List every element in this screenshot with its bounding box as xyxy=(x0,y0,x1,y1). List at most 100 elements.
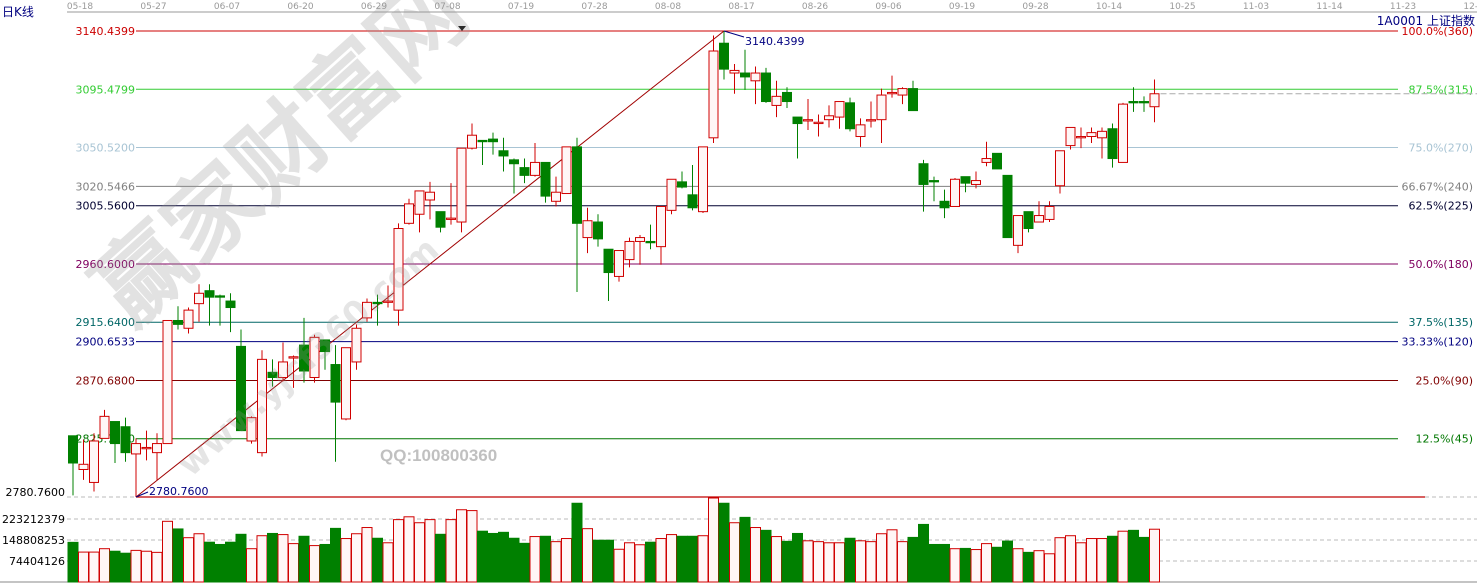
candle-body xyxy=(971,180,981,185)
candle-body xyxy=(267,371,278,378)
price-bottom-label: 2780.7600 xyxy=(6,486,66,499)
volume-bar xyxy=(823,542,835,583)
candle xyxy=(267,359,278,387)
candle-body xyxy=(960,176,971,184)
volume-bar xyxy=(88,551,100,583)
volume-bar xyxy=(561,538,572,583)
candle-body xyxy=(635,237,645,242)
candle xyxy=(866,101,876,128)
candle-body xyxy=(131,443,141,455)
volume-bar xyxy=(372,537,383,583)
volume-bar xyxy=(781,540,793,583)
candle xyxy=(992,152,1002,170)
candle-body xyxy=(236,345,246,432)
candle-body xyxy=(257,358,267,454)
volume-bar xyxy=(907,536,919,583)
volume-bar xyxy=(991,546,1003,583)
candle xyxy=(1107,123,1118,168)
candle-body xyxy=(1044,205,1055,220)
volume-bar xyxy=(729,522,740,583)
candle-body xyxy=(341,347,351,420)
volume-bar xyxy=(1002,540,1013,583)
candle-body xyxy=(194,292,204,305)
candle-body xyxy=(1097,130,1107,139)
fib-percent-label: 33.33%(120) xyxy=(1401,336,1473,349)
candle xyxy=(803,98,813,131)
candle-body xyxy=(950,178,960,207)
candle xyxy=(719,30,729,80)
candle-body xyxy=(530,161,540,176)
volume-bar xyxy=(645,541,656,583)
watermark-qq: QQ:100800360 xyxy=(380,446,498,465)
candle-body xyxy=(288,356,299,359)
candle-body xyxy=(582,220,593,239)
volume-bar xyxy=(771,536,782,583)
volume-bar xyxy=(424,519,436,583)
candle xyxy=(582,207,593,254)
x-tick-label: 09-19 xyxy=(949,2,975,12)
candle-body xyxy=(614,250,624,277)
candle xyxy=(383,285,393,308)
candle-body xyxy=(803,119,813,122)
volume-bar xyxy=(309,545,320,583)
volume-bar xyxy=(477,530,488,583)
candle xyxy=(299,317,309,383)
fib-price-label: 3095.4799 xyxy=(76,83,136,96)
fib-percent-label: 75.0%(270) xyxy=(1408,141,1473,154)
volume-bar xyxy=(519,542,530,583)
candle xyxy=(456,147,467,233)
volume-bar xyxy=(1033,550,1045,583)
candle xyxy=(876,88,887,143)
candle-body xyxy=(519,167,530,176)
candle-body xyxy=(939,200,950,209)
volume-bar xyxy=(361,527,373,583)
candle xyxy=(782,87,792,109)
candle-body xyxy=(78,463,89,470)
volume-bar xyxy=(130,549,142,583)
candle xyxy=(918,159,929,212)
candle xyxy=(1055,150,1065,194)
candle xyxy=(173,306,183,330)
candle xyxy=(162,319,173,445)
candle-body xyxy=(278,361,288,378)
candle xyxy=(509,158,519,194)
volume-bar xyxy=(183,537,194,583)
volume-bar xyxy=(277,534,289,583)
candle-body xyxy=(1118,103,1128,163)
candle-body xyxy=(876,94,887,121)
volume-bar xyxy=(298,535,310,583)
volume-bar xyxy=(750,527,761,583)
fib-percent-label: 87.5%(315) xyxy=(1408,83,1473,96)
candle-body xyxy=(1086,132,1097,138)
fib-price-label: 3020.5466 xyxy=(76,180,136,193)
candle xyxy=(687,165,698,211)
candle xyxy=(372,294,383,326)
volume-bar xyxy=(571,502,583,583)
x-tick-label: 11-14 xyxy=(1316,2,1342,12)
volume-bar xyxy=(1117,530,1129,583)
candle xyxy=(761,67,771,103)
candle xyxy=(152,433,162,480)
volume-bar xyxy=(529,536,541,583)
candle xyxy=(341,347,351,421)
volume-bar xyxy=(1086,538,1097,583)
volume-bar xyxy=(319,543,331,583)
candle xyxy=(1139,96,1149,112)
volume-bar xyxy=(981,543,992,583)
candle-body xyxy=(698,146,708,213)
candle-body xyxy=(446,217,456,220)
candle xyxy=(288,355,299,388)
candle-body xyxy=(645,240,656,244)
x-tick-label: 06-07 xyxy=(214,2,240,12)
candle xyxy=(729,63,740,94)
candle-body xyxy=(425,191,435,201)
fib-percent-label: 100.0%(360) xyxy=(1401,25,1473,38)
fib-percent-label: 62.5%(225) xyxy=(1408,200,1473,213)
candle-body xyxy=(351,327,362,363)
candle-body xyxy=(99,415,110,439)
candle xyxy=(320,339,330,370)
candle xyxy=(939,189,950,219)
candle-body xyxy=(719,42,729,70)
candle-body xyxy=(299,344,309,372)
